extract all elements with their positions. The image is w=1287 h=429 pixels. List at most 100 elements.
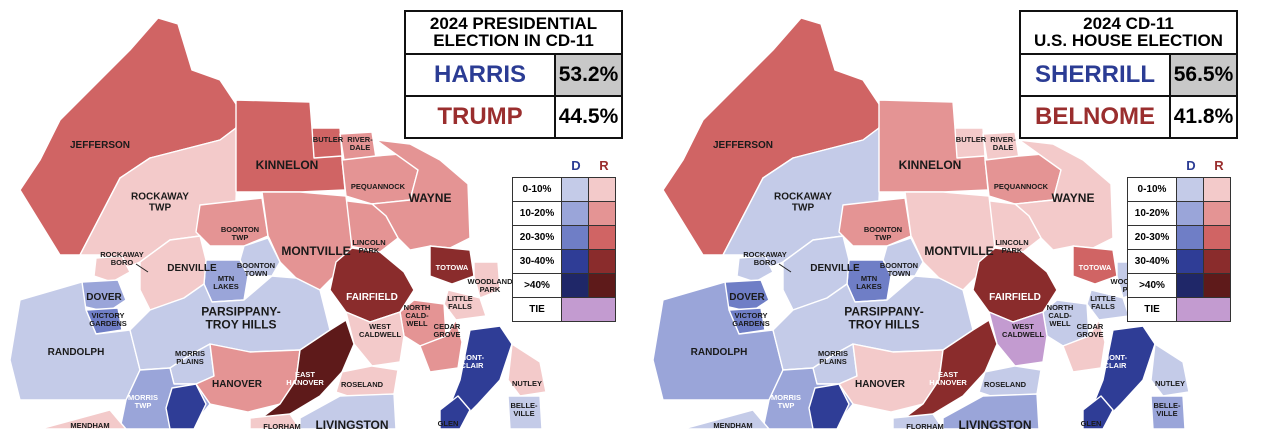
label-montville: MONTVILLE — [281, 244, 350, 258]
municipality-rockaway-boro — [93, 255, 131, 283]
legend-row-label: 0-10% — [1127, 177, 1177, 202]
municipality-fairfield — [972, 247, 1058, 323]
label-montclair-1: MONT- — [460, 353, 485, 362]
legend-swatch — [1203, 201, 1231, 226]
label-livingston: LIVINGSTON — [315, 418, 388, 429]
legend-swatch — [1176, 249, 1204, 274]
label-jefferson: JEFFERSON — [713, 140, 773, 151]
label-north-caldwell-3: WELL — [406, 319, 428, 328]
municipality-livingston — [299, 393, 397, 429]
municipality-rockaway-boro — [736, 255, 774, 283]
label-rockaway-boro-2: BORO — [111, 258, 134, 267]
label-cedar-grove-1: CEDAR — [434, 322, 461, 331]
label-morris-plains-2: PLAINS — [819, 357, 847, 366]
legend-header: D R — [512, 153, 620, 177]
label-lincoln-park-1: LINCOLN — [995, 238, 1028, 247]
label-morris-twp-1: MORRIS — [771, 393, 801, 402]
house-legend: D R 0-10% 10-20% 20-30% 30-40% >40% TIE — [1127, 153, 1235, 322]
legend-table: 0-10% 10-20% 20-30% 30-40% >40% TIE — [1127, 177, 1231, 322]
label-riverdale-2: DALE — [350, 143, 370, 152]
label-riverdale-2: DALE — [993, 143, 1013, 152]
label-east-hanover-2: HANOVER — [286, 378, 324, 387]
label-wayne: WAYNE — [1052, 191, 1095, 205]
municipality-little-falls — [443, 289, 487, 321]
label-boonton-twp-1: BOONTON — [864, 225, 902, 234]
legend-swatch — [1203, 225, 1231, 250]
legend-swatch — [588, 201, 616, 226]
label-victory-gardens-1: VICTORY — [735, 311, 768, 320]
label-boonton-town-1: BOONTON — [237, 261, 275, 270]
legend-tie-label: TIE — [512, 297, 562, 322]
label-fairfield: FAIRFIELD — [989, 292, 1041, 303]
label-belleville-2: VILLE — [1156, 409, 1177, 418]
label-mtn-lakes-1: MTN — [861, 274, 877, 283]
title-line-2: U.S. HOUSE ELECTION — [1034, 31, 1223, 50]
label-rockaway-twp-2: TWP — [149, 203, 172, 214]
municipality-montclair — [1090, 325, 1156, 425]
result-row-belnome: BELNOME 41.8% — [1021, 97, 1236, 137]
candidate-pct: 44.5% — [558, 105, 619, 128]
label-nutley: NUTLEY — [512, 379, 542, 388]
label-roseland: ROSELAND — [984, 380, 1027, 389]
legend-swatch — [588, 273, 616, 298]
legend-row-label: 10-20% — [1127, 201, 1177, 226]
label-belleville-2: VILLE — [513, 409, 534, 418]
label-morris-twp-1: MORRIS — [128, 393, 158, 402]
presidential-results-title: 2024 PRESIDENTIAL ELECTION IN CD-11 — [406, 12, 621, 55]
municipality-little-falls — [1086, 289, 1130, 321]
legend-swatch — [1203, 177, 1231, 202]
legend-swatch — [1203, 249, 1231, 274]
municipality-livingston — [942, 393, 1040, 429]
candidate-name: SHERRILL — [1021, 55, 1171, 95]
label-east-hanover-1: EAST — [295, 370, 315, 379]
legend-swatch — [588, 177, 616, 202]
label-riverdale-1: RIVER- — [990, 135, 1016, 144]
label-parsippany-1: PARSIPPANY- — [201, 305, 281, 319]
label-lincoln-park-2: PARK — [1002, 246, 1023, 255]
label-boonton-town-2: TOWN — [245, 269, 268, 278]
label-boonton-town-2: TOWN — [888, 269, 911, 278]
title-line-1: 2024 CD-11 — [1083, 14, 1174, 33]
label-belleville-1: BELLE- — [1153, 401, 1181, 410]
candidate-pct: 56.5% — [1171, 55, 1236, 95]
legend-row-label: 30-40% — [512, 249, 562, 274]
label-west-caldwell-1: WEST — [1012, 322, 1034, 331]
presidential-legend: D R 0-10% 10-20% 20-30% 30-40% >40% TIE — [512, 153, 620, 322]
legend-r-header: R — [599, 157, 609, 173]
candidate-pct: 53.2% — [556, 55, 621, 95]
label-hanover: HANOVER — [212, 379, 263, 390]
label-west-caldwell-1: WEST — [369, 322, 391, 331]
presidential-map-panel: JEFFERSON ROCKAWAY TWP KINNELON BUTLER RIVER-… — [0, 0, 640, 429]
legend-swatch — [1203, 273, 1231, 298]
municipality-east-hanover — [898, 319, 998, 427]
label-totowa: TOTOWA — [436, 263, 469, 272]
label-victory-gardens-1: VICTORY — [92, 311, 125, 320]
label-boonton-twp-2: TWP — [232, 233, 249, 242]
label-mtn-lakes-2: LAKES — [856, 282, 881, 291]
municipality-fairfield — [329, 247, 415, 323]
legend-swatch — [1176, 201, 1204, 226]
label-belleville-1: BELLE- — [510, 401, 538, 410]
label-randolph: RANDOLPH — [48, 347, 105, 358]
candidate-name: BELNOME — [1021, 97, 1171, 137]
legend-row-label: 0-10% — [512, 177, 562, 202]
label-fairfield: FAIRFIELD — [346, 292, 398, 303]
label-parsippany-2: TROY HILLS — [848, 318, 919, 332]
legend-swatch — [588, 225, 616, 250]
municipality-mendham — [39, 409, 127, 429]
legend-swatch — [1176, 273, 1204, 298]
label-parsippany-1: PARSIPPANY- — [844, 305, 924, 319]
label-boonton-twp-1: BOONTON — [221, 225, 259, 234]
municipality-montclair — [447, 325, 513, 425]
legend-row-label: 20-30% — [1127, 225, 1177, 250]
label-north-caldwell-2: CALD- — [405, 311, 429, 320]
legend-d-header: D — [1186, 157, 1196, 173]
legend-swatch — [1176, 177, 1204, 202]
legend-swatch — [561, 273, 589, 298]
label-mtn-lakes-2: LAKES — [213, 282, 238, 291]
result-row-sherrill: SHERRILL 56.5% — [1021, 55, 1236, 97]
label-lincoln-park-1: LINCOLN — [352, 238, 385, 247]
label-rockaway-boro-1: ROCKAWAY — [100, 250, 143, 259]
label-little-falls-2: FALLS — [448, 302, 472, 311]
label-lincoln-park-2: PARK — [359, 246, 380, 255]
